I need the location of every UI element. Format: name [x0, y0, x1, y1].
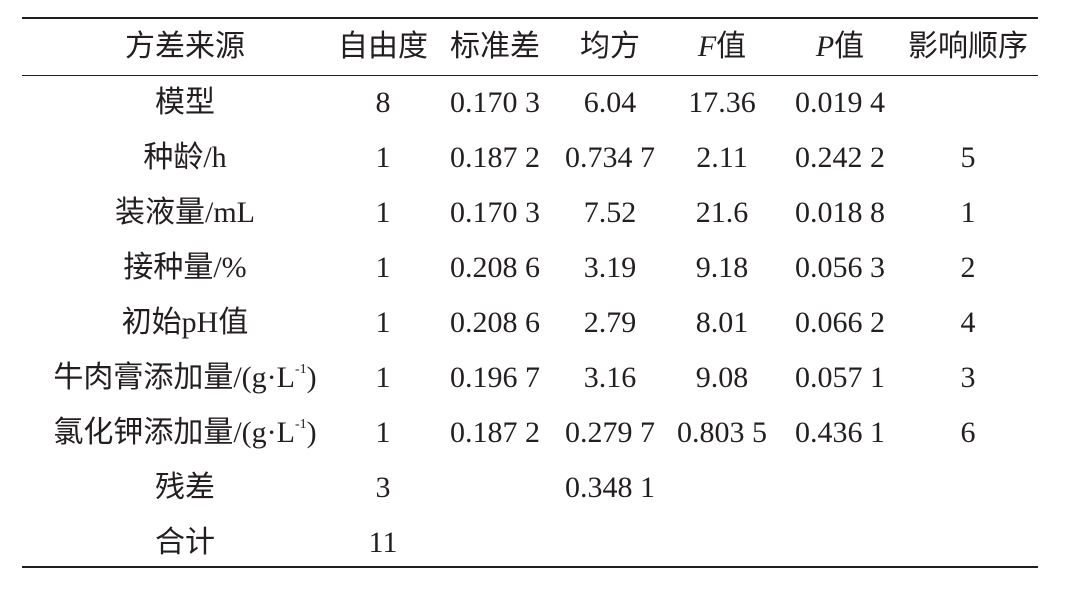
- table-cell: 0.187 2: [450, 141, 540, 174]
- table-cell: 7.52: [583, 196, 637, 229]
- table-cell: 0.208 6: [450, 306, 540, 339]
- table-cell: 0.018 8: [795, 196, 885, 229]
- table-cell: 3: [375, 471, 391, 504]
- table-cell: 2.11: [696, 141, 748, 174]
- table-cell: 0.242 2: [795, 141, 885, 174]
- table-cell: 5: [960, 141, 976, 174]
- label-text: 氯化钾添加量/(g·L: [53, 416, 295, 449]
- label-text: ): [306, 416, 317, 449]
- table-cell: 8.01: [695, 306, 749, 339]
- superscript: -1: [294, 417, 307, 432]
- table-cell: 0.279 7: [565, 416, 655, 449]
- table-cell: 0.056 3: [795, 251, 885, 284]
- table-cell: 2.79: [583, 306, 637, 339]
- table-cell: 11: [368, 526, 398, 559]
- table-cell: 1: [960, 196, 976, 229]
- superscript: -1: [294, 362, 307, 377]
- table-cell: 6: [960, 416, 976, 449]
- table-cell: 0.170 3: [450, 86, 540, 119]
- header-rule: [22, 75, 1038, 76]
- italic-symbol: P: [815, 30, 835, 63]
- label-text: ): [306, 361, 317, 394]
- header-cell: 标准差: [450, 30, 540, 63]
- header-cell: 均方: [580, 30, 640, 63]
- header-cell: 影响顺序: [908, 30, 1028, 63]
- table-cell: 6.04: [583, 86, 637, 119]
- table-cell: 1: [375, 251, 391, 284]
- table-cell: 残差: [155, 471, 215, 504]
- table-cell: 1: [375, 416, 391, 449]
- table-cell: 装液量/mL: [115, 196, 255, 229]
- table-cell: 0.734 7: [565, 141, 655, 174]
- table-cell: 0.436 1: [795, 416, 885, 449]
- table-cell: 17.36: [688, 86, 756, 119]
- table-cell: 0.019 4: [795, 86, 885, 119]
- table-cell: 0.066 2: [795, 306, 885, 339]
- table-cell: 1: [375, 361, 391, 394]
- table-cell: 0.208 6: [450, 251, 540, 284]
- table-cell: 2: [960, 251, 976, 284]
- header-cell: 方差来源: [125, 30, 245, 63]
- header-text: 值: [716, 30, 747, 63]
- top-rule: [22, 17, 1038, 19]
- table-cell: 0.803 5: [677, 416, 767, 449]
- table-cell: 4: [960, 306, 976, 339]
- table-cell: 1: [375, 196, 391, 229]
- table-cell: 8: [375, 86, 391, 119]
- italic-symbol: F: [697, 30, 717, 63]
- table-cell: 9.08: [695, 361, 749, 394]
- header-cell: P值: [816, 32, 864, 62]
- table-cell: 0.196 7: [450, 361, 540, 394]
- table-cell: 种龄/h: [143, 141, 227, 174]
- table-cell: 接种量/%: [123, 251, 247, 284]
- table-cell: 0.348 1: [565, 471, 655, 504]
- header-cell: 自由度: [338, 30, 428, 63]
- table-cell: 1: [375, 306, 391, 339]
- bottom-rule: [22, 566, 1038, 568]
- table-cell: 1: [375, 141, 391, 174]
- header-cell: F值: [698, 32, 746, 62]
- table-cell: 3.16: [583, 361, 637, 394]
- table-cell: 初始pH值: [121, 306, 249, 339]
- table-cell: 合计: [155, 526, 215, 559]
- table-cell: 氯化钾添加量/(g·L-1): [53, 418, 316, 448]
- table-cell: 9.18: [695, 251, 749, 284]
- header-text: 值: [834, 30, 865, 63]
- table-cell: 0.170 3: [450, 196, 540, 229]
- table-cell: 3: [960, 361, 976, 394]
- table-cell: 0.187 2: [450, 416, 540, 449]
- table-cell: 牛肉膏添加量/(g·L-1): [53, 363, 316, 393]
- table-cell: 21.6: [695, 196, 749, 229]
- table-cell: 0.057 1: [795, 361, 885, 394]
- table-cell: 3.19: [583, 251, 637, 284]
- table-cell: 模型: [155, 86, 215, 119]
- label-text: 牛肉膏添加量/(g·L: [53, 361, 295, 394]
